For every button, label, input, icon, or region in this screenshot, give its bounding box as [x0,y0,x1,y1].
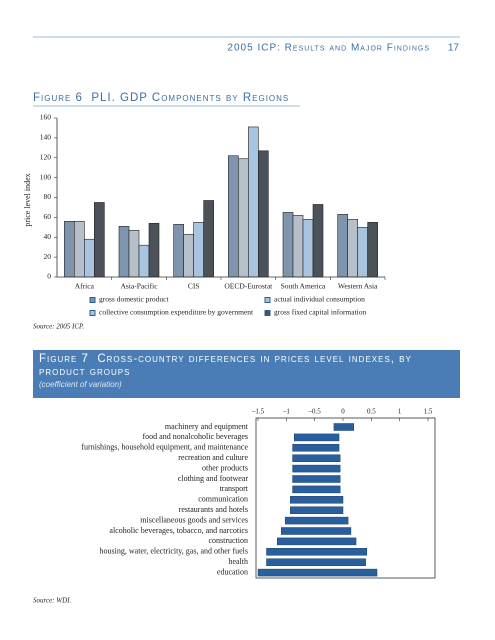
x-tick-label: Asia-Pacific [120,282,158,291]
bar [290,506,344,514]
bar [128,229,140,278]
category-label: transport [220,484,249,493]
y-tick-label: 140 [40,133,52,142]
bar [248,126,259,278]
legend-swatch [89,297,96,303]
bar [282,212,294,278]
x-tick-label: OECD-Eurostat [224,282,273,291]
bar [292,464,341,473]
category-label: construction [208,536,248,545]
bar [367,222,378,278]
x-tick-label: 0 [341,408,345,416]
category-label: education [217,567,248,576]
y-tick-label: 80 [44,192,52,201]
plot-frame [255,417,436,579]
legend-swatch [89,310,96,316]
source: Source: 2005 ICP. [33,323,84,331]
x-tick-label: –1.5 [251,408,265,416]
legend-swatch [264,297,271,303]
bar [292,444,340,452]
x-tick-label: CIS [188,282,200,291]
y-tick-label: 0 [47,272,51,281]
bar [266,558,366,566]
category-label: alcoholic beverages, tobacco, and narcot… [109,526,248,535]
category-label: food and nonalcoholic beverages [142,432,248,441]
category-label: furnishings, household equipment, and ma… [81,443,248,452]
figure-banner: Figure 7 Cross-country differences in pr… [33,350,460,398]
bar [292,454,341,462]
figure-title: Figure 7 Cross-country differences in pr… [39,353,417,378]
y-tick-label: 60 [44,212,52,221]
bar [238,158,249,278]
bar [74,221,85,278]
x-tick-label: South America [281,282,326,291]
figure-title: Figure 6 PLI. GDP Components by Regions [33,92,289,104]
y-tick-label: 160 [40,113,52,122]
bar [294,433,340,442]
header-title: 2005 ICP: Results and Major Findings [227,43,430,54]
bar [337,214,348,278]
legend-label: gross domestic product [99,295,169,304]
bar [173,224,184,278]
category-label: housing, water, electricity, gas, and ot… [100,547,248,556]
bar [258,150,269,278]
category-label: health [228,557,248,566]
legend-swatch [264,310,271,316]
y-tick-label: 40 [44,232,52,241]
legend-label: collective consumption expenditure by go… [99,308,254,317]
bar [138,244,150,278]
legend-label: gross fixed capital information [274,308,367,317]
category-label: restaurants and hotels [179,505,248,514]
category-label: communication [198,495,248,504]
bar [193,222,204,278]
bar [94,202,105,278]
x-tick-label: 1 [398,408,402,416]
bar [64,221,75,278]
y-tick-label: 20 [44,252,52,261]
page-number: 17 [448,43,460,54]
bar [277,537,357,546]
figure-subtitle: (coefficient of variation) [39,380,122,389]
x-tick-label: –0.5 [308,408,322,416]
bar [292,475,341,483]
bar [290,496,344,504]
x-tick-label: 0.5 [367,408,376,416]
x-tick-label: Africa [75,282,95,291]
x-tick-label: –1 [282,408,291,416]
bar [284,516,349,525]
y-tick-label: 120 [40,152,52,161]
bar [118,226,130,278]
bar [302,219,314,278]
category-label: machinery and equipment [165,422,249,431]
bar [203,200,214,278]
bar [333,423,355,431]
bar [84,238,95,278]
bar [183,233,194,278]
y-tick-label: 100 [40,172,52,181]
bar [280,527,352,535]
source: Source: WDI. [33,597,71,605]
bar [228,155,239,278]
bar [148,223,160,278]
bar [292,485,341,494]
bar [312,204,324,278]
bar [347,219,358,278]
category-label: miscellaneous goods and services [140,515,248,524]
category-label: other products [202,463,248,472]
category-label: recreation and culture [178,453,248,462]
bar [266,548,368,556]
x-tick-label: Western Asia [338,282,378,291]
bar [257,568,378,577]
x-tick-label: 1.5 [424,408,433,416]
bar [357,227,368,278]
category-label: clothing and footwear [178,474,249,483]
y-axis-label: price level index [23,173,32,226]
legend-label: actual individual consumption [274,295,365,304]
bar [292,215,304,278]
